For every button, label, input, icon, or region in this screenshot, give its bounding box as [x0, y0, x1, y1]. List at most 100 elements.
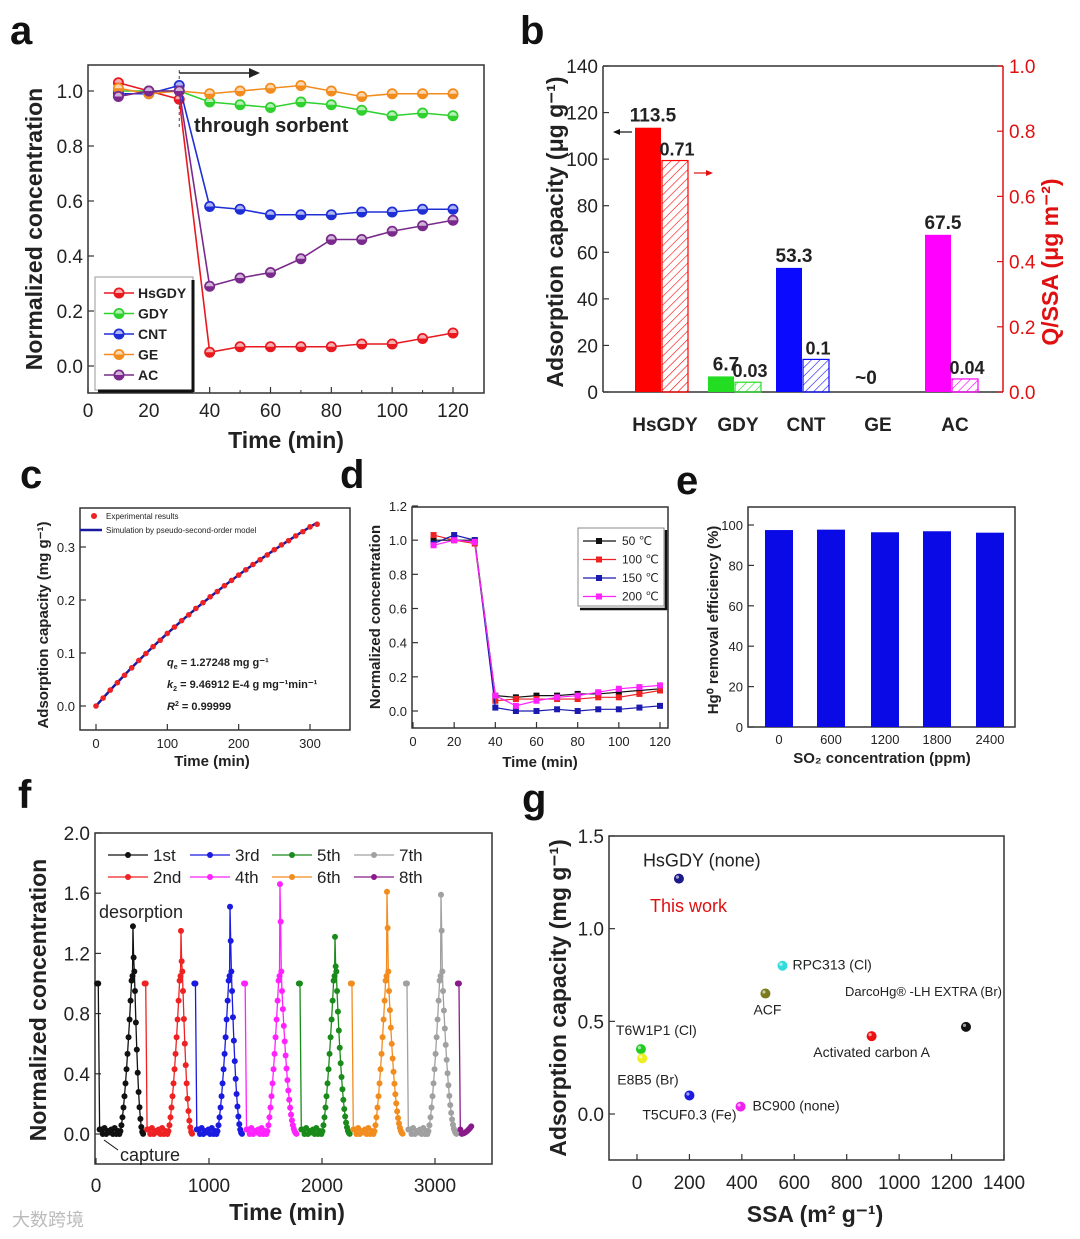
data-point-HsGDY-highlight: [357, 340, 366, 344]
data-point: [278, 542, 285, 548]
bar-qssa-CNT: [802, 358, 830, 393]
data-point: [389, 1055, 396, 1062]
data-point-HsGDY-highlight: [327, 342, 336, 347]
data-point-GDY-highlight: [449, 111, 457, 116]
data-point: [228, 577, 235, 584]
data-point: [296, 980, 303, 987]
data-point: [142, 980, 149, 987]
data-point: [217, 1104, 224, 1111]
data-point: [441, 1025, 448, 1032]
y-tick-label: 1.0: [578, 920, 604, 941]
data-point: [272, 1034, 279, 1041]
x-tick-label: 100: [376, 401, 408, 422]
x-tick-label: 20: [138, 401, 159, 422]
panel-b: 0 20 40 60 80 100 120 140 0.0 0.2 0.4 0.6 0.8 1.0 Adso…: [542, 57, 1063, 436]
data-point: [227, 937, 234, 944]
data-point: [226, 972, 233, 979]
data-point: [403, 980, 410, 987]
data-point: [234, 1103, 241, 1110]
data-point: [184, 1095, 191, 1102]
data-point: [135, 1088, 142, 1095]
data-point: [440, 1007, 447, 1014]
data-point: [130, 954, 137, 961]
cycle-line-2nd: [144, 930, 193, 1137]
bar-1200: [871, 532, 899, 727]
y-tick-label: 0.0: [57, 699, 75, 714]
panel-f: 0 1000 2000 3000 0.0 0.4 0.8 1.2 1.6 2.0 Normalize…: [25, 824, 493, 1225]
data-point: [492, 704, 499, 711]
data-point: [143, 650, 149, 657]
x-axis-title: Time (min): [228, 427, 344, 453]
panel-letter-d: d: [340, 453, 364, 497]
bar-label-qssa: 0.1: [805, 338, 830, 358]
data-point: [636, 704, 643, 711]
y-tick-label: 0.4: [389, 636, 407, 651]
data-point: [615, 706, 622, 713]
x-tick-label: 200: [674, 1173, 706, 1194]
panel-letter-c: c: [20, 453, 42, 497]
series-line: [433, 539, 661, 698]
y-tick-label: 0: [736, 720, 743, 735]
y-tick-label: 0.8: [389, 567, 407, 582]
data-point-CNT-highlight: [388, 208, 396, 212]
data-point: [131, 988, 138, 995]
category-label: 1800: [923, 732, 952, 747]
bar-capacity-GDY: [708, 376, 734, 392]
series-line: [433, 534, 661, 712]
series-line: [433, 539, 661, 707]
data-point: [373, 1114, 380, 1121]
cycle-line-3rd: [194, 906, 243, 1137]
data-point-GE-highlight: [114, 84, 123, 89]
data-point: [122, 1080, 129, 1087]
data-point: [321, 1114, 328, 1121]
data-point: [388, 1040, 395, 1047]
data-point: [118, 1122, 125, 1129]
arrow-right-icon: [706, 170, 713, 176]
data-point: [574, 696, 581, 703]
x-axis-title: Time (min): [502, 754, 578, 771]
data-point: [307, 524, 313, 530]
x-tick-label: 100: [608, 734, 630, 749]
data-point: [348, 980, 355, 987]
data-point: [615, 689, 622, 696]
legend-label: CNT: [138, 326, 167, 342]
y-tick-label: 20: [577, 336, 598, 357]
data-point: [136, 657, 142, 664]
category-label: CNT: [786, 415, 825, 436]
fit-value: = 0.99999: [179, 701, 231, 713]
data-point: [435, 997, 442, 1004]
data-point: [436, 977, 443, 984]
data-point: [339, 1086, 346, 1093]
data-point: [372, 1122, 379, 1129]
panel-letter-f: f: [18, 773, 32, 817]
data-point-GE-highlight: [388, 89, 396, 94]
bar-label-qssa: 0.03: [732, 361, 767, 381]
x-tick-label: 40: [488, 734, 502, 749]
data-point: [218, 1093, 225, 1100]
data-point-AC-highlight: [145, 87, 153, 91]
data-point: [185, 1108, 192, 1115]
legend-marker-highlight: [115, 330, 123, 334]
data-point: [399, 1130, 406, 1137]
x-tick-label: 0: [91, 1176, 102, 1197]
bar-label-capacity: 113.5: [630, 106, 677, 127]
data-point: [326, 1050, 333, 1057]
data-point: [615, 694, 622, 701]
data-point: [335, 1027, 342, 1034]
y-tick-label: 0.2: [57, 593, 75, 608]
data-point-CNT-highlight: [297, 210, 305, 215]
data-point-AC-highlight: [297, 254, 305, 259]
data-point: [250, 561, 256, 568]
data-point: [635, 1044, 646, 1055]
data-point: [684, 1090, 695, 1101]
panel-g: 0 200 400 600 800 1000 1200 1400 0.0 0.5 1.0 1.5 Ads…: [545, 827, 1025, 1227]
data-point: [292, 533, 299, 539]
data-point-AC-highlight: [266, 268, 275, 273]
legend-marker: [371, 852, 377, 858]
data-point-AC-highlight: [236, 274, 244, 278]
data-point: [319, 1128, 326, 1135]
data-point: [282, 1052, 289, 1059]
data-point: [437, 891, 444, 898]
data-point: [637, 1053, 648, 1064]
data-point: [229, 1014, 236, 1021]
